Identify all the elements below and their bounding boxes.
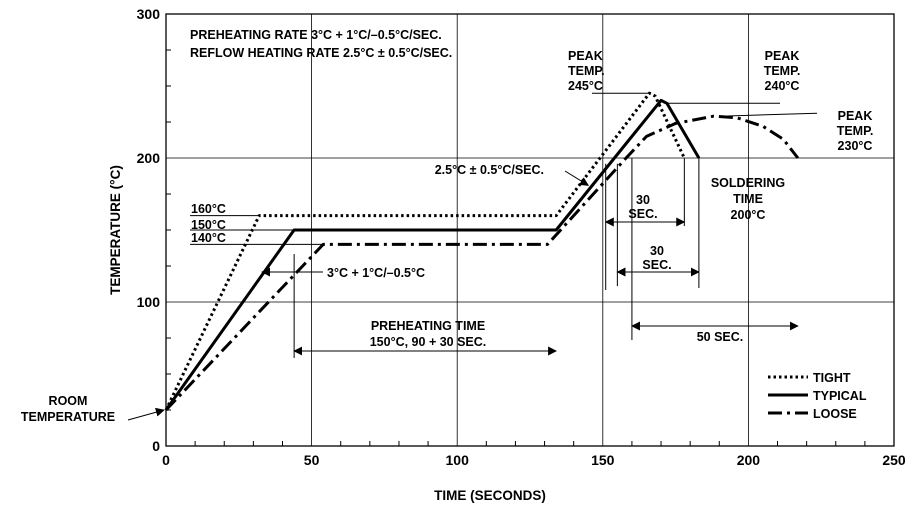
peak-230-label: TEMP. xyxy=(837,124,874,138)
series-line-tight xyxy=(164,91,686,411)
room-temperature-label: TEMPERATURE xyxy=(21,410,115,424)
preheating-time-label: PREHEATING TIME xyxy=(371,319,485,333)
legend-label-tight: TIGHT xyxy=(813,371,851,385)
y-axis-title: TEMPERATURE (°C) xyxy=(108,165,123,295)
peak-245-label: PEAK xyxy=(568,49,603,63)
reflow-rate-label: 2.5°C ± 0.5°C/SEC. xyxy=(435,163,544,177)
reflow-rate-arrow xyxy=(564,170,590,186)
x-tick-label: 0 xyxy=(162,452,170,468)
peak-230-leader xyxy=(719,112,818,117)
plateau-label-140: 140°C xyxy=(191,231,226,245)
x-tick-label: 150 xyxy=(591,452,615,468)
preheating-time-label: 150°C, 90 + 30 SEC. xyxy=(370,335,487,349)
plateau-label-150: 150°C xyxy=(191,218,226,232)
span-30a-label: SEC. xyxy=(628,207,657,221)
soldering-time-label: SOLDERING xyxy=(711,176,785,190)
y-tick-label: 100 xyxy=(137,294,161,310)
y-tick-label: 300 xyxy=(137,6,161,22)
legend: TIGHT TYPICAL LOOSE xyxy=(768,371,867,421)
span-50-label: 50 SEC. xyxy=(697,330,744,344)
peak-245-label: TEMP. xyxy=(568,64,605,78)
ramp-rate-label: 3°C + 1°C/–0.5°C xyxy=(327,266,425,280)
legend-label-loose: LOOSE xyxy=(813,407,857,421)
y-tick-label: 200 xyxy=(137,150,161,166)
y-tick-label: 0 xyxy=(152,438,160,454)
peak-240-label: PEAK xyxy=(765,49,800,63)
plateau-label-160: 160°C xyxy=(191,202,226,216)
axes: 0 50 100 150 200 250 0 100 200 300 TIME (SECONDS) T… xyxy=(108,6,906,503)
x-tick-label: 100 xyxy=(446,452,470,468)
rate-note: PREHEATING RATE 3°C + 1°C/–0.5°C/SEC. xyxy=(190,28,442,42)
span-30b-label: SEC. xyxy=(642,258,671,272)
peak-230-label: 230°C xyxy=(838,139,873,153)
series-line-typical xyxy=(164,98,701,411)
room-temperature-arrow xyxy=(127,407,165,421)
annotations: PREHEATING RATE 3°C + 1°C/–0.5°C/SEC. REF… xyxy=(21,28,873,424)
series-lines xyxy=(164,91,800,412)
legend-label-typical: TYPICAL xyxy=(813,389,867,403)
peak-230-label: PEAK xyxy=(838,109,873,123)
grid xyxy=(166,14,894,446)
x-axis-title: TIME (SECONDS) xyxy=(434,488,546,503)
soldering-time-label: 200°C xyxy=(731,208,766,222)
soldering-time-label: TIME xyxy=(733,192,763,206)
span-30b-label: 30 xyxy=(650,244,664,258)
x-tick-label: 200 xyxy=(737,452,761,468)
peak-245-label: 245°C xyxy=(568,79,603,93)
rate-note: REFLOW HEATING RATE 2.5°C ± 0.5°C/SEC. xyxy=(190,46,452,60)
peak-240-label: TEMP. xyxy=(764,64,801,78)
peak-240-label: 240°C xyxy=(765,79,800,93)
series-line-loose xyxy=(164,114,800,412)
x-tick-label: 50 xyxy=(304,452,320,468)
x-tick-label: 250 xyxy=(882,452,906,468)
span-30a-label: 30 xyxy=(636,193,650,207)
room-temperature-label: ROOM xyxy=(49,394,88,408)
